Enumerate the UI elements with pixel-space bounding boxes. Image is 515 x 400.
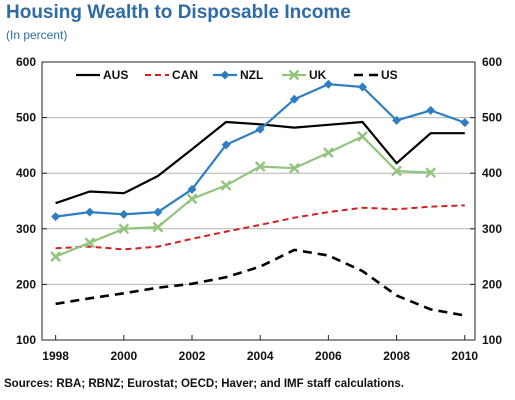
point-uk-2000 — [118, 223, 130, 235]
line-uk — [55, 135, 431, 258]
point-uk-2002 — [186, 193, 198, 205]
point-nzl-2005 — [289, 94, 299, 104]
x-tick-2002: 2002 — [179, 349, 206, 363]
x-tick-2008: 2008 — [383, 349, 410, 363]
y-tick-right-200: 200 — [482, 277, 502, 291]
legend-item-aus: AUS — [76, 68, 128, 82]
point-uk-2001 — [152, 221, 164, 233]
series-can — [55, 204, 465, 251]
point-nzl-2001 — [153, 207, 163, 217]
point-uk-2008 — [391, 165, 402, 177]
point-uk-2005 — [288, 162, 300, 174]
legend-label-uk: UK — [309, 68, 327, 82]
legend-label-aus: AUS — [103, 68, 128, 82]
x-tick-2004: 2004 — [247, 349, 274, 363]
legend-label-nzl: NZL — [240, 68, 263, 82]
point-uk-2007 — [357, 131, 368, 142]
y-tick-left-200: 200 — [16, 277, 36, 291]
point-uk-1998 — [50, 251, 61, 262]
point-nzl-1998 — [51, 212, 61, 222]
legend-label-us: US — [381, 68, 398, 82]
y-tick-left-600: 600 — [16, 55, 36, 69]
series-aus — [55, 120, 465, 205]
legend-item-us: US — [354, 68, 398, 82]
point-uk-1999 — [84, 237, 96, 249]
y-tick-right-400: 400 — [482, 166, 502, 180]
axis-ticks: 100 100 200 200 300 300 400 400 500 500 600 600 1998… — [16, 55, 502, 363]
y-tick-left-400: 400 — [16, 166, 36, 180]
y-tick-right-500: 500 — [482, 111, 502, 125]
series-layer — [50, 79, 470, 317]
point-nzl-2000 — [119, 209, 129, 219]
point-uk-2003 — [220, 180, 232, 191]
legend: AUS CAN NZL UK US — [76, 68, 398, 82]
chart-subtitle: (In percent) — [6, 28, 68, 42]
legend-marker-nzl — [220, 70, 230, 80]
line-can — [55, 204, 465, 251]
x-tick-2010: 2010 — [451, 349, 478, 363]
x-tick-2000: 2000 — [110, 349, 137, 363]
grid-lines — [42, 117, 475, 285]
point-nzl-2007 — [357, 82, 367, 92]
point-nzl-2003 — [221, 140, 231, 150]
series-uk — [50, 131, 437, 262]
point-uk-2009 — [425, 167, 437, 178]
point-nzl-2008 — [392, 115, 402, 125]
point-nzl-2006 — [323, 79, 333, 89]
y-tick-left-100: 100 — [16, 333, 36, 347]
line-aus — [55, 120, 465, 205]
chart-title: Housing Wealth to Disposable Income — [6, 2, 351, 23]
legend-marker-uk — [288, 69, 300, 81]
point-uk-2004 — [254, 161, 266, 172]
legend-label-can: CAN — [172, 68, 198, 82]
y-tick-left-300: 300 — [16, 222, 36, 236]
legend-item-uk: UK — [282, 68, 327, 82]
point-nzl-2004 — [255, 124, 265, 134]
point-nzl-1999 — [85, 207, 95, 217]
plot-frame — [41, 61, 476, 341]
source-note: Sources: RBA; RBNZ; Eurostat; OECD; Have… — [4, 378, 404, 390]
point-nzl-2010 — [460, 118, 470, 128]
point-uk-2006 — [323, 147, 334, 158]
series-us — [55, 248, 466, 317]
x-tick-2006: 2006 — [315, 349, 342, 363]
point-nzl-2009 — [426, 105, 436, 115]
legend-item-can: CAN — [145, 68, 198, 82]
x-tick-1998: 1998 — [42, 349, 69, 363]
line-us — [55, 248, 466, 317]
line-nzl — [55, 83, 466, 218]
y-tick-right-300: 300 — [482, 222, 502, 236]
series-nzl — [51, 79, 470, 222]
point-nzl-2002 — [187, 184, 197, 194]
y-tick-left-500: 500 — [16, 111, 36, 125]
y-tick-right-600: 600 — [482, 55, 502, 69]
y-tick-right-100: 100 — [482, 333, 502, 347]
legend-item-nzl: NZL — [213, 68, 263, 82]
